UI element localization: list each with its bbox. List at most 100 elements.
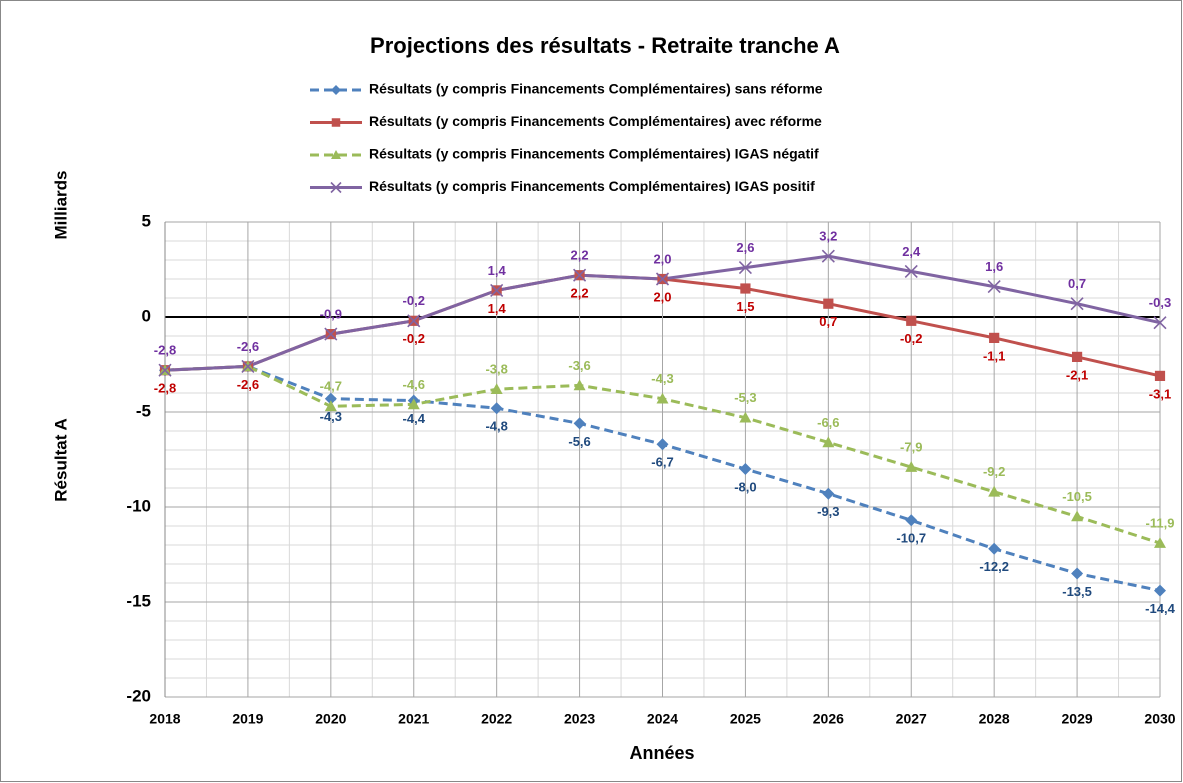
y-tick-label: -15	[126, 591, 151, 610]
data-label: -6,7	[651, 455, 673, 470]
data-label: -4,3	[651, 371, 673, 386]
marker	[407, 398, 420, 410]
data-label: -9,3	[817, 504, 839, 519]
data-label: 1,6	[985, 259, 1003, 274]
data-label: 0,7	[819, 314, 837, 329]
data-label: -0,9	[320, 307, 342, 322]
y-tick-label: -10	[126, 496, 151, 515]
y-tick-label: -5	[136, 401, 151, 420]
legend-label: Résultats (y compris Financements Complé…	[369, 178, 815, 194]
legend-label: Résultats (y compris Financements Complé…	[369, 146, 819, 162]
y-axis-label-top: Milliards	[51, 171, 70, 240]
marker	[738, 261, 752, 275]
legend-label: Résultats (y compris Financements Complé…	[369, 81, 823, 97]
marker	[655, 272, 670, 286]
marker	[989, 332, 1000, 343]
data-label: -0,2	[403, 331, 425, 346]
data-label: 0,7	[1068, 276, 1086, 291]
x-tick-label: 2021	[398, 711, 429, 727]
data-label: -6,6	[817, 415, 839, 430]
data-label: -10,7	[896, 531, 926, 546]
marker	[324, 327, 338, 341]
data-label: -2,6	[237, 339, 259, 354]
marker	[739, 411, 752, 423]
marker	[331, 85, 341, 95]
marker	[988, 485, 1001, 497]
marker	[905, 461, 918, 472]
data-label: -4,8	[485, 419, 507, 434]
marker	[407, 314, 421, 328]
marker	[740, 283, 751, 294]
data-label: -10,5	[1062, 489, 1092, 504]
x-tick-label: 2028	[979, 711, 1010, 727]
x-tick-label: 2029	[1062, 711, 1093, 727]
marker	[158, 363, 172, 377]
y-tick-label: 5	[142, 211, 151, 230]
data-label: 1,4	[488, 263, 507, 278]
marker	[573, 417, 586, 430]
data-label: -2,6	[237, 377, 259, 392]
data-label: -7,9	[900, 440, 922, 455]
data-label: -13,5	[1062, 584, 1092, 599]
marker	[1071, 510, 1084, 522]
x-tick-label: 2024	[647, 711, 678, 727]
legend-label: Résultats (y compris Financements Complé…	[369, 113, 822, 129]
y-axis-label: Résultat A	[51, 418, 70, 501]
marker	[490, 402, 503, 415]
marker	[988, 542, 1001, 555]
marker	[1071, 351, 1083, 362]
marker	[241, 359, 255, 373]
marker	[1154, 370, 1166, 381]
data-label: -9,2	[983, 464, 1005, 479]
y-tick-label: -20	[126, 686, 151, 705]
marker	[330, 181, 342, 194]
x-tick-label: 2020	[315, 711, 346, 727]
x-tick-label: 2022	[481, 711, 512, 727]
data-label: -2,8	[154, 343, 176, 358]
marker	[1070, 297, 1084, 311]
y-tick-label: 0	[142, 306, 151, 325]
x-tick-label: 2019	[232, 711, 263, 727]
data-label: 1,5	[736, 299, 754, 314]
data-label: -5,3	[734, 390, 756, 405]
x-tick-label: 2026	[813, 711, 844, 727]
marker	[490, 283, 504, 297]
marker	[822, 436, 835, 448]
data-label: -1,1	[983, 348, 1005, 363]
marker	[823, 298, 834, 309]
data-label: 2,0	[653, 289, 671, 304]
data-label: -4,3	[320, 409, 342, 424]
data-label: -4,7	[320, 379, 342, 394]
marker	[324, 392, 337, 405]
marker	[656, 438, 669, 451]
marker	[573, 379, 586, 391]
x-tick-label: 2023	[564, 711, 595, 727]
data-label: -3,1	[1149, 386, 1171, 401]
marker	[822, 487, 835, 500]
data-label: -14,4	[1145, 601, 1175, 616]
data-label: -0,2	[403, 293, 425, 308]
x-tick-label: 2027	[896, 711, 927, 727]
marker	[573, 268, 587, 282]
data-label: 2,2	[571, 248, 589, 263]
data-label: -11,9	[1146, 516, 1175, 531]
marker	[904, 264, 918, 278]
marker	[821, 249, 835, 263]
marker	[331, 118, 341, 127]
data-label: -3,8	[485, 362, 507, 377]
data-label: 2,0	[653, 251, 671, 266]
data-label: -0,2	[900, 331, 922, 346]
data-label: 2,4	[902, 244, 921, 259]
marker	[324, 400, 337, 412]
marker	[987, 280, 1001, 294]
data-label: -5,6	[568, 434, 590, 449]
data-label: 1,4	[488, 301, 507, 316]
marker	[1071, 567, 1084, 580]
marker	[1153, 316, 1167, 330]
data-label: -3,6	[568, 358, 590, 373]
marker	[906, 315, 917, 326]
data-label: -2,8	[154, 381, 176, 396]
marker	[1154, 537, 1166, 548]
